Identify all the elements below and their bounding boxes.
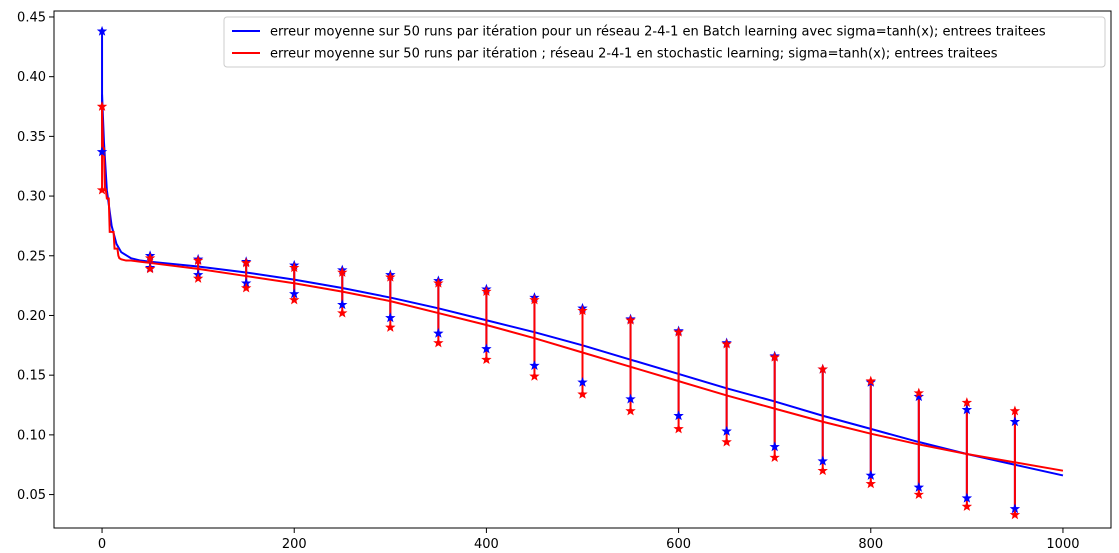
stochastic-marker — [529, 294, 540, 305]
stochastic-marker — [721, 338, 732, 349]
y-tick-label: 0.45 — [17, 10, 46, 25]
stochastic-marker — [865, 375, 876, 386]
legend-label-stochastic: erreur moyenne sur 50 runs par itération… — [270, 47, 998, 62]
stochastic-marker — [1009, 405, 1021, 416]
stochastic-marker — [1009, 509, 1021, 520]
x-tick-label: 0 — [98, 537, 106, 552]
batch-marker — [96, 25, 108, 36]
y-tick-label: 0.10 — [17, 428, 46, 443]
stochastic-marker — [337, 267, 348, 277]
batch-marker — [529, 360, 540, 371]
batch-marker — [817, 455, 828, 466]
batch-marker — [385, 312, 396, 323]
stochastic-marker — [961, 501, 973, 511]
y-tick-label: 0.30 — [17, 190, 46, 205]
stochastic-marker — [481, 286, 492, 297]
batch-marker — [673, 410, 684, 421]
batch-marker — [913, 391, 925, 402]
x-tick-label: 600 — [666, 537, 691, 552]
legend: erreur moyenne sur 50 runs par itération… — [223, 16, 1106, 68]
y-tick-label: 0.05 — [17, 488, 46, 503]
stochastic-marker — [529, 370, 540, 381]
stochastic-marker — [913, 489, 925, 499]
stochastic-marker — [577, 388, 588, 399]
markers-layer — [96, 25, 1021, 520]
x-tick-label: 400 — [474, 537, 499, 552]
stochastic-marker — [769, 351, 780, 362]
stochastic-marker — [96, 101, 108, 111]
stochastic-marker — [625, 314, 636, 325]
stochastic-marker — [433, 277, 444, 288]
y-tick-label: 0.20 — [17, 309, 46, 324]
x-tick-label: 1000 — [1046, 537, 1079, 552]
stochastic-marker — [817, 363, 828, 374]
stochastic-marker — [625, 405, 636, 416]
stochastic-marker — [385, 321, 396, 332]
stochastic-marker — [240, 282, 252, 293]
stochastic-marker — [192, 255, 204, 265]
batch-marker — [1009, 416, 1021, 427]
stochastic-marker — [673, 326, 684, 337]
stochastic-marker — [769, 452, 780, 462]
batch-marker — [96, 146, 108, 157]
stochastic-marker — [96, 184, 108, 195]
stochastic-marker — [289, 294, 300, 305]
x-tick-label: 200 — [282, 537, 307, 552]
stochastic-marker — [865, 478, 876, 489]
series-layer — [101, 31, 1064, 515]
batch-marker — [481, 343, 492, 354]
stochastic-marker — [337, 307, 348, 318]
batch-marker — [961, 404, 973, 415]
stochastic-marker — [144, 252, 156, 263]
stochastic-marker — [385, 271, 396, 282]
y-tick-label: 0.15 — [17, 369, 46, 384]
batch-marker — [337, 299, 348, 310]
stochastic-marker — [481, 354, 492, 365]
batch-marker — [865, 470, 876, 480]
stochastic-marker — [192, 272, 204, 283]
stochastic-marker — [144, 263, 156, 274]
stochastic-marker — [817, 465, 828, 476]
stochastic-marker — [240, 257, 252, 268]
x-axis: 0 200 400 600 800 1000 — [98, 528, 1080, 552]
stochastic-marker — [433, 337, 444, 348]
y-tick-label: 0.35 — [17, 130, 46, 145]
legend-label-batch: erreur moyenne sur 50 runs par itération… — [270, 25, 1046, 40]
stochastic-series-line — [101, 106, 1064, 472]
stochastic-marker — [721, 436, 732, 447]
stochastic-marker — [289, 262, 300, 273]
batch-marker — [625, 393, 636, 404]
batch-marker — [721, 425, 732, 436]
batch-marker — [769, 441, 780, 452]
y-tick-label: 0.40 — [17, 70, 46, 85]
batch-marker — [961, 492, 973, 503]
stochastic-marker — [673, 423, 684, 434]
batch-series-line — [101, 94, 1064, 477]
y-tick-label: 0.25 — [17, 249, 46, 264]
legend-box — [223, 16, 1106, 68]
stochastic-marker — [913, 387, 925, 398]
x-tick-label: 800 — [858, 537, 883, 552]
batch-marker — [577, 376, 588, 387]
batch-marker — [433, 327, 444, 338]
stochastic-marker — [961, 397, 973, 408]
stochastic-marker — [577, 305, 588, 316]
plot-frame — [53, 10, 1112, 529]
y-axis: 0.05 0.10 0.15 0.20 0.25 0.30 0.35 0.40 0.45 — [17, 10, 54, 503]
